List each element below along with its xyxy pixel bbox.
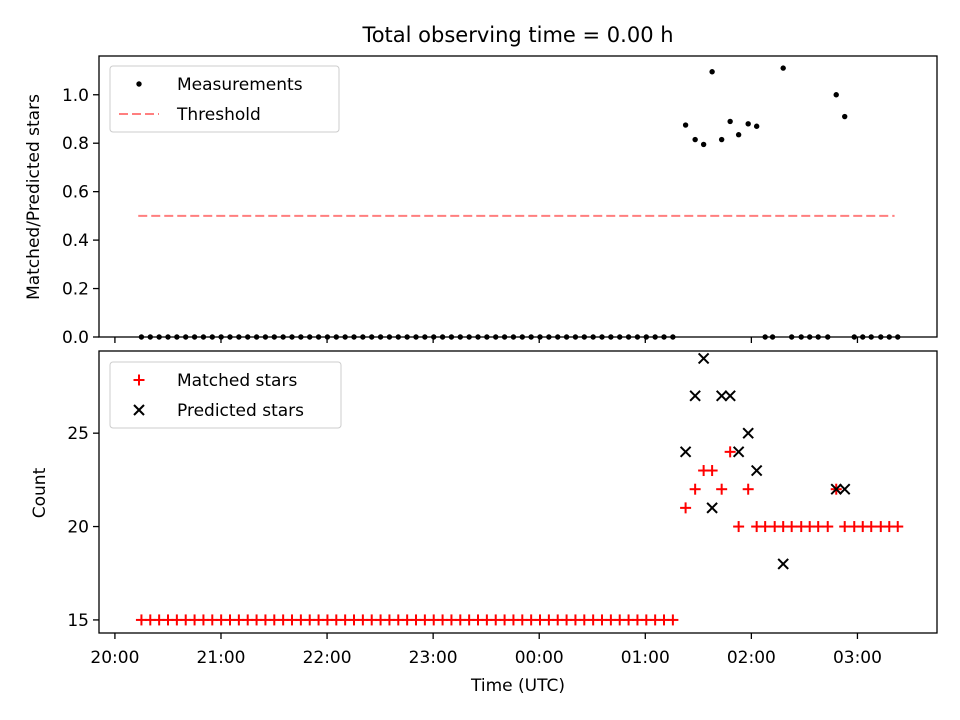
legend-frame (109, 361, 342, 429)
measurement-point (735, 132, 742, 138)
matched-star-point (716, 483, 728, 495)
predicted-star-point (697, 352, 710, 365)
matched-star-point (733, 521, 745, 533)
bottom-panel: 20:00 21:00 22:00 23:00 00:00 01:00 02:00 03:00… (67, 350, 938, 668)
matched-star-point (742, 483, 754, 495)
predicted-star-point (724, 390, 736, 402)
legend-marker-predicted (133, 404, 145, 416)
matched-star-point (839, 521, 851, 533)
predicted-star-point (689, 390, 701, 402)
measurement-point (833, 92, 839, 98)
legend: Measurements Threshold (109, 65, 340, 133)
axes-frame (98, 350, 938, 634)
y-tick-label: 0.6 (62, 183, 89, 203)
x-tick-label: 00:00 (515, 648, 564, 668)
x-tick-label: 03:00 (833, 648, 882, 668)
matched-star-point (892, 521, 904, 533)
legend-frame (109, 65, 340, 133)
predicted-star-point (830, 483, 842, 495)
legend: Matched stars Predicted stars (109, 361, 342, 429)
predicted-star-point (715, 390, 728, 402)
y-tick-label: 0.2 (62, 280, 89, 300)
bottom-y-axis-label: Count (30, 467, 50, 518)
measurement-point (753, 123, 760, 129)
measurement-point (692, 136, 698, 143)
predicted-star-point (742, 427, 754, 439)
predicted-star-point (750, 464, 763, 477)
legend-label-matched: Matched stars (177, 371, 297, 391)
x-tick-label: 01:00 (621, 648, 670, 668)
matched-star-point (759, 521, 771, 533)
matched-star-point (822, 521, 834, 533)
x-tick-label: 21:00 (196, 648, 245, 668)
measurement-point (842, 113, 848, 120)
predicted-star-point (839, 483, 851, 495)
measurement-point (718, 136, 725, 143)
x-tick-label: 02:00 (727, 648, 776, 668)
predicted-star-point (777, 558, 789, 570)
axes-frame (98, 55, 938, 338)
legend-label-predicted: Predicted stars (177, 401, 304, 421)
y-tick-label: 0.4 (62, 231, 89, 251)
chart-title: Total observing time = 0.00 h (361, 23, 673, 47)
measurement-point (709, 69, 715, 75)
y-tick-label: 0.8 (62, 134, 89, 154)
y-tick-label: 15 (67, 611, 89, 631)
x-tick-label: 22:00 (303, 648, 352, 668)
y-tick-label: 25 (67, 424, 89, 444)
legend-label-measurements: Measurements (177, 75, 303, 95)
matched-star-point (786, 521, 798, 533)
top-panel: 0.0 0.2 0.4 0.6 0.8 1.0 Measurements Threshold (62, 55, 938, 348)
measurement-point (727, 118, 733, 125)
y-tick-label: 1.0 (62, 86, 89, 106)
matched-star-point (706, 465, 718, 477)
legend-label-threshold: Threshold (176, 105, 261, 125)
matched-star-point (680, 502, 692, 514)
y-tick-label: 0.0 (62, 328, 89, 348)
x-tick-label: 20:00 (90, 648, 139, 668)
measurement-point (745, 121, 751, 127)
legend-marker-measurements (136, 81, 142, 87)
matched-star-point (812, 521, 824, 533)
legend-marker-matched (133, 374, 145, 386)
y-tick-label: 20 (67, 518, 89, 538)
matched-star-point (865, 521, 877, 533)
predicted-star-point (679, 446, 692, 458)
measurement-point (682, 122, 689, 128)
x-tick-label: 23:00 (409, 648, 458, 668)
x-axis-label: Time (UTC) (470, 676, 565, 696)
predicted-star-point (732, 446, 745, 458)
measurement-point (700, 141, 707, 148)
matched-star-point (689, 483, 701, 495)
predicted-star-point (706, 502, 718, 514)
matched-star-point (724, 446, 736, 458)
measurement-point (780, 65, 786, 71)
matched-star-point (667, 614, 679, 626)
top-y-axis-label: Matched/Predicted stars (24, 94, 44, 300)
